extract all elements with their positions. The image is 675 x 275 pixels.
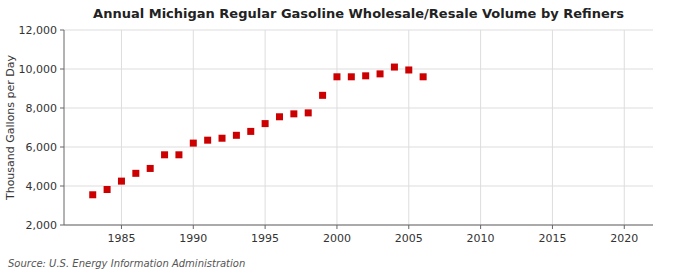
x-grid-line: [408, 30, 409, 225]
point: [348, 73, 355, 80]
points: [89, 64, 426, 199]
y-tick-label: 10,000: [19, 63, 58, 76]
point: [175, 151, 182, 158]
x-tick: [265, 225, 266, 229]
x-grid-line: [552, 30, 553, 225]
y-axis-line: [64, 30, 65, 225]
y-grid-line: [64, 225, 653, 226]
x-grid-line: [265, 30, 266, 225]
point: [104, 186, 111, 193]
point: [233, 132, 240, 139]
y-tick: [60, 147, 64, 148]
x-axis-line: [64, 225, 653, 226]
point: [391, 64, 398, 71]
x-grid-line: [336, 30, 337, 225]
axes: 2,000 4,000 6,000 8,000 10,000 12,000 1985 1990…: [19, 24, 654, 245]
point: [333, 73, 340, 80]
point: [420, 73, 427, 80]
y-tick-label: 8,000: [26, 102, 58, 115]
title: Annual Michigan Regular Gasoline Wholesa…: [93, 6, 624, 21]
y-grid-line: [64, 69, 653, 70]
x-tick-label: 2005: [395, 232, 423, 245]
point: [161, 151, 168, 158]
y-tick: [60, 69, 64, 70]
x-tick-label: 2020: [610, 232, 638, 245]
point: [132, 170, 139, 177]
point: [262, 120, 269, 127]
y-tick: [60, 225, 64, 226]
y-tick-label: 4,000: [26, 180, 58, 193]
y-tick-label: 2,000: [26, 219, 58, 232]
point: [89, 191, 96, 198]
y-grid-line: [64, 108, 653, 109]
point: [247, 128, 254, 135]
x-tick: [480, 225, 481, 229]
point: [377, 70, 384, 77]
y-tick-label: 6,000: [26, 141, 58, 154]
x-grid-line: [193, 30, 194, 225]
x-tick: [408, 225, 409, 229]
y-grid-line: [64, 147, 653, 148]
x-grid-line: [624, 30, 625, 225]
x-tick: [193, 225, 194, 229]
x-tick: [552, 225, 553, 229]
point: [219, 135, 226, 142]
x-tick: [336, 225, 337, 229]
y-axis-label: Thousand Gallons per Day: [4, 54, 17, 201]
x-tick-label: 2010: [467, 232, 495, 245]
y-tick: [60, 186, 64, 187]
point: [147, 165, 154, 172]
x-tick-label: 1995: [251, 232, 279, 245]
y-grid-line: [64, 186, 653, 187]
grid: [64, 30, 653, 225]
x-tick-label: 2015: [538, 232, 566, 245]
x-grid-line: [121, 30, 122, 225]
y-tick: [60, 108, 64, 109]
x-tick-label: 1985: [107, 232, 135, 245]
x-grid-line: [480, 30, 481, 225]
x-tick-label: 2000: [323, 232, 351, 245]
y-tick: [60, 30, 64, 31]
point: [305, 109, 312, 116]
y-grid-line: [64, 30, 653, 31]
point: [276, 113, 283, 120]
chart-svg: 2,000 4,000 6,000 8,000 10,000 12,000 1985 1990…: [0, 0, 675, 275]
point: [118, 178, 125, 185]
y-tick-label: 12,000: [19, 24, 58, 37]
point: [319, 92, 326, 99]
point: [204, 137, 211, 144]
chart-container: 2,000 4,000 6,000 8,000 10,000 12,000 1985 1990…: [0, 0, 675, 275]
point: [290, 110, 297, 117]
point: [405, 66, 412, 73]
point: [190, 140, 197, 147]
point: [362, 72, 369, 79]
annotation: Source: U.S. Energy Information Administ…: [8, 258, 245, 269]
x-tick: [624, 225, 625, 229]
x-tick: [121, 225, 122, 229]
x-tick-label: 1990: [179, 232, 207, 245]
